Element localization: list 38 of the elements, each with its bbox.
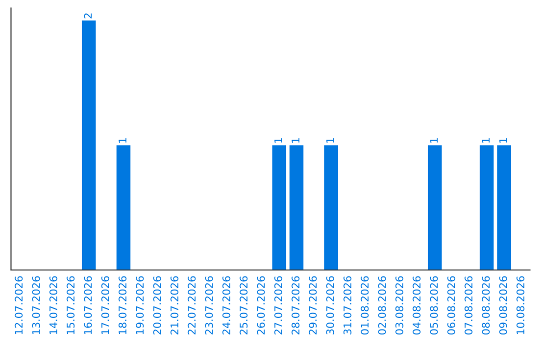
x-tick-label: 13.07.2026 <box>32 276 40 334</box>
x-tick-label: 03.08.2026 <box>395 276 404 335</box>
x-tick-label: 14.07.2026 <box>49 276 58 334</box>
x-tick-label: 22.07.2026 <box>188 276 196 334</box>
x-tick-label: 08.08.2026 <box>482 276 490 335</box>
x-tick-label: 15.07.2026 <box>66 276 75 334</box>
x-tick-label: 28.07.2026 <box>292 276 300 334</box>
x-tick-label: 12.07.2026 <box>14 276 23 334</box>
data-label: 1 <box>482 138 490 143</box>
data-label: 1 <box>499 138 507 143</box>
data-label: 1 <box>326 138 334 143</box>
x-tick-label: 25.07.2026 <box>240 276 248 334</box>
data-label: 1 <box>274 138 282 143</box>
x-tick-label: 02.08.2026 <box>378 276 386 335</box>
x-tick-label: 17.07.2026 <box>101 276 110 334</box>
x-tick-label: 26.07.2026 <box>256 276 265 334</box>
x-tick-label: 10.08.2026 <box>516 276 524 334</box>
x-tick-label: 20.07.2026 <box>153 276 162 334</box>
x-tick-label: 07.08.2026 <box>464 276 472 335</box>
x-tick-label: 21.07.2026 <box>170 276 178 334</box>
x-tick-label: 04.08.2026 <box>412 276 421 335</box>
x-tick-label: 05.08.2026 <box>430 276 438 335</box>
x-tick-label: 24.07.2026 <box>222 276 230 334</box>
x-tick-label: 01.08.2026 <box>360 276 369 335</box>
data-label: 1 <box>430 138 438 143</box>
x-tick-label: 16.07.2026 <box>84 276 92 334</box>
x-tick-label: 30.07.2026 <box>326 276 334 334</box>
x-tick-label: 23.07.2026 <box>205 276 213 334</box>
x-tick-label: 06.08.2026 <box>447 276 456 335</box>
x-tick-label: 29.07.2026 <box>308 276 317 334</box>
x-tick-label: 09.08.2026 <box>499 276 508 335</box>
data-label: 2 <box>84 14 92 18</box>
x-tick-label: 19.07.2026 <box>136 276 144 334</box>
data-label: 1 <box>292 138 300 143</box>
x-tick-label: 27.07.2026 <box>274 276 282 334</box>
data-label: 1 <box>118 138 126 143</box>
x-tick-label: 18.07.2026 <box>118 276 126 334</box>
x-tick-label: 31.07.2026 <box>343 276 352 334</box>
